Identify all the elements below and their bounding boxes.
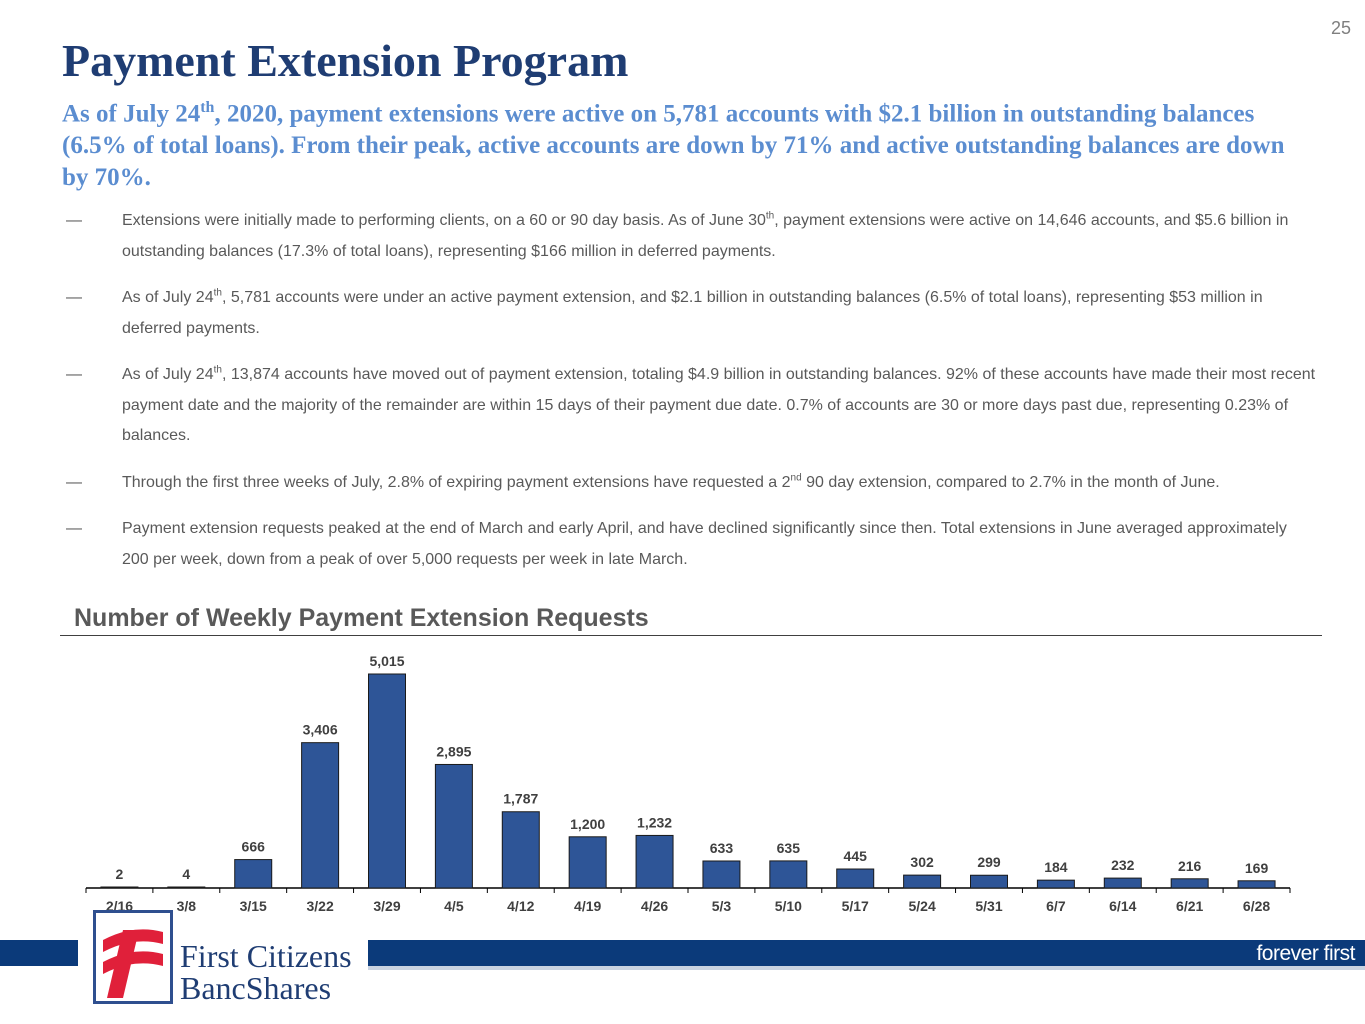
- bar-3/8: [167, 886, 206, 889]
- page-number: 25: [1330, 18, 1351, 38]
- x-tick-label: 4/19: [574, 898, 601, 914]
- company-name-line1: First Citizens: [180, 938, 352, 974]
- bar-4/19: [568, 836, 607, 889]
- bullet-dash: —: [66, 473, 82, 491]
- data-label: 666: [242, 839, 266, 855]
- bullet-text-post: 90 day extension, compared to 2.7% in th…: [801, 473, 1220, 491]
- bar-4/5: [434, 763, 473, 889]
- x-tick-label: 5/10: [775, 898, 802, 914]
- bullet-dash: —: [66, 289, 82, 306]
- x-tick-label: 6/7: [1046, 898, 1066, 914]
- x-tick-label: 6/28: [1243, 898, 1270, 914]
- data-label: 633: [710, 840, 734, 856]
- x-tick-label: 5/24: [908, 898, 935, 914]
- bar-chart: 22/1643/86663/153,4063/225,0153/292,8954…: [85, 653, 1291, 914]
- bar-4/26: [635, 834, 674, 889]
- bullet-item: — Extensions were initially made to perf…: [66, 206, 1316, 267]
- data-label: 2: [116, 866, 124, 882]
- subtitle-sup: th: [200, 99, 215, 116]
- page-title: Payment Extension Program: [62, 35, 629, 86]
- data-label: 445: [844, 848, 868, 864]
- bullet-text: As of July 24: [122, 289, 214, 306]
- company-logo-icon: [93, 910, 173, 1004]
- bar-3/15: [234, 859, 273, 889]
- x-tick-label: 4/26: [641, 898, 668, 914]
- bullet-list: — Extensions were initially made to perf…: [66, 206, 1316, 591]
- bullet-item: — Payment extension requests peaked at t…: [66, 514, 1316, 575]
- x-tick-label: 6/14: [1109, 898, 1136, 914]
- data-label: 1,200: [570, 816, 605, 832]
- bullet-dash: —: [66, 212, 82, 229]
- bullet-text-post: , payment extensions were active on 14,6…: [122, 212, 1289, 260]
- x-tick-label: 5/3: [712, 898, 732, 914]
- data-label: 3,406: [303, 722, 338, 738]
- bar-5/10: [769, 860, 808, 889]
- company-name: First Citizens BancShares: [180, 940, 352, 1004]
- bar-2/16: [100, 886, 139, 889]
- bullet-dash: —: [66, 520, 82, 537]
- bullet-text: Through the first three weeks of July, 2…: [122, 473, 791, 491]
- page-subtitle: As of July 24th, 2020, payment extension…: [62, 92, 1302, 194]
- x-tick-label: 4/12: [507, 898, 534, 914]
- bullet-text: As of July 24: [122, 366, 214, 383]
- bullet-text: Extensions were initially made to perfor…: [122, 212, 766, 229]
- bullet-text-post: , 13,874 accounts have moved out of paym…: [122, 366, 1316, 444]
- bullet-text-post: , 5,781 accounts were under an active pa…: [122, 289, 1263, 337]
- data-label: 232: [1111, 857, 1135, 873]
- x-tick-label: 5/31: [975, 898, 1002, 914]
- x-tick-label: 3/29: [373, 898, 400, 914]
- bar-3/22: [301, 742, 340, 889]
- bar-6/7: [1036, 879, 1075, 889]
- data-label: 635: [777, 840, 801, 856]
- subtitle-pre: As of July 24: [62, 100, 201, 128]
- x-tick-label: 3/15: [240, 898, 267, 914]
- data-label: 4: [182, 866, 190, 882]
- subtitle-post: , 2020, payment extensions were active o…: [62, 100, 1285, 192]
- footer-band-left: [0, 940, 78, 966]
- data-label: 184: [1044, 859, 1068, 875]
- bar-6/21: [1170, 878, 1209, 889]
- data-label: 216: [1178, 858, 1202, 874]
- bullet-dash: —: [66, 366, 82, 383]
- bar-6/28: [1237, 880, 1276, 889]
- x-tick-label: 4/5: [444, 898, 464, 914]
- bullet-item: — Through the first three weeks of July,…: [66, 468, 1316, 499]
- bar-6/14: [1103, 877, 1142, 889]
- data-label: 169: [1245, 860, 1269, 876]
- bullet-sup: nd: [790, 472, 802, 484]
- x-tick-label: 3/8: [177, 898, 197, 914]
- chart-title: Number of Weekly Payment Extension Reque…: [74, 604, 649, 632]
- x-tick-label: 3/22: [306, 898, 333, 914]
- bar-5/17: [836, 868, 875, 889]
- footer-band-right: [368, 940, 1365, 966]
- data-label: 2,895: [436, 743, 471, 759]
- data-label: 5,015: [369, 653, 404, 669]
- bar-4/12: [501, 811, 540, 889]
- tagline: forever first: [1256, 942, 1355, 965]
- bullet-sup: th: [213, 287, 222, 299]
- x-tick-label: 5/17: [842, 898, 869, 914]
- data-label: 299: [977, 854, 1001, 870]
- bullet-sup: th: [765, 210, 775, 222]
- bar-3/29: [368, 673, 406, 889]
- footer-band-shadow: [368, 966, 1365, 970]
- x-tick-label: 6/21: [1176, 898, 1203, 914]
- bullet-text: Payment extension requests peaked at the…: [122, 520, 1287, 568]
- logo-pole: [107, 930, 139, 998]
- bullet-item: — As of July 24th, 5,781 accounts were u…: [66, 283, 1316, 344]
- data-label: 1,787: [503, 791, 538, 807]
- data-label: 1,232: [637, 814, 672, 830]
- data-label: 302: [910, 854, 934, 870]
- bullet-item: — As of July 24th, 13,874 accounts have …: [66, 360, 1316, 452]
- bar-5/31: [970, 874, 1008, 889]
- chart-title-rule: [60, 635, 1322, 636]
- bar-5/3: [702, 860, 741, 889]
- bar-5/24: [903, 874, 942, 889]
- company-name-line2: BancShares: [180, 970, 332, 1006]
- bullet-sup: th: [213, 364, 222, 376]
